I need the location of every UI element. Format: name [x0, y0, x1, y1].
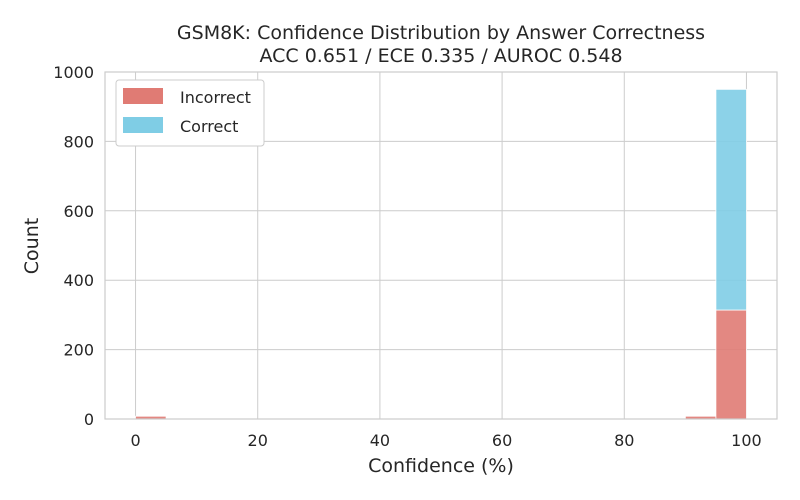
legend-label-correct: Correct [180, 117, 238, 136]
y-tick-label: 600 [63, 202, 94, 221]
bar-incorrect-bin-3 [715, 309, 747, 420]
x-tick-label: 0 [130, 431, 140, 450]
y-tick-label: 400 [63, 271, 94, 290]
x-axis-label: Confidence (%) [368, 455, 514, 477]
legend-swatch-incorrect [123, 88, 163, 104]
x-tick-label: 80 [614, 431, 634, 450]
y-tick-label: 0 [84, 410, 94, 429]
x-tick-label: 60 [492, 431, 512, 450]
y-axis-label: Count [21, 218, 43, 274]
x-tick-label: 20 [248, 431, 268, 450]
legend-label-incorrect: Incorrect [180, 88, 251, 107]
y-tick-label: 800 [63, 132, 94, 151]
chart-title: GSM8K: Confidence Distribution by Answer… [177, 22, 705, 44]
y-tick-label: 1000 [53, 63, 94, 82]
y-tick-label: 200 [63, 341, 94, 360]
plot-frame [104, 71, 778, 420]
bar-layer [135, 88, 747, 420]
legend-swatch-correct [123, 117, 163, 133]
bar-correct-bin-3 [715, 88, 747, 311]
chart-subtitle: ACC 0.651 / ECE 0.335 / AUROC 0.548 [259, 45, 622, 67]
legend: Incorrect Correct [115, 79, 265, 147]
x-tick-label: 100 [731, 431, 762, 450]
x-tick-label: 40 [370, 431, 390, 450]
